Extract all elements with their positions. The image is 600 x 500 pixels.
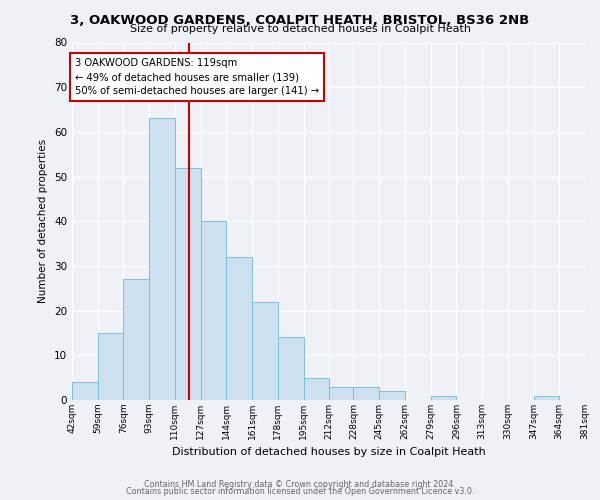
Bar [379,391,405,400]
Bar [252,302,278,400]
Bar [226,257,252,400]
Bar [353,386,379,400]
Text: Contains HM Land Registry data © Crown copyright and database right 2024.: Contains HM Land Registry data © Crown c… [144,480,456,489]
Bar [533,396,559,400]
Bar [278,338,304,400]
Text: Size of property relative to detached houses in Coalpit Heath: Size of property relative to detached ho… [130,24,470,34]
Bar [72,382,98,400]
Y-axis label: Number of detached properties: Number of detached properties [38,139,49,304]
Text: 3, OAKWOOD GARDENS, COALPIT HEATH, BRISTOL, BS36 2NB: 3, OAKWOOD GARDENS, COALPIT HEATH, BRIST… [70,14,530,27]
Bar [124,280,149,400]
Bar [329,386,353,400]
Text: Contains public sector information licensed under the Open Government Licence v3: Contains public sector information licen… [126,487,474,496]
X-axis label: Distribution of detached houses by size in Coalpit Heath: Distribution of detached houses by size … [172,448,485,458]
Bar [149,118,175,400]
Bar [175,168,200,400]
Bar [431,396,457,400]
Bar [304,378,329,400]
Bar [98,333,124,400]
Text: 3 OAKWOOD GARDENS: 119sqm
← 49% of detached houses are smaller (139)
50% of semi: 3 OAKWOOD GARDENS: 119sqm ← 49% of detac… [75,58,319,96]
Bar [200,221,226,400]
